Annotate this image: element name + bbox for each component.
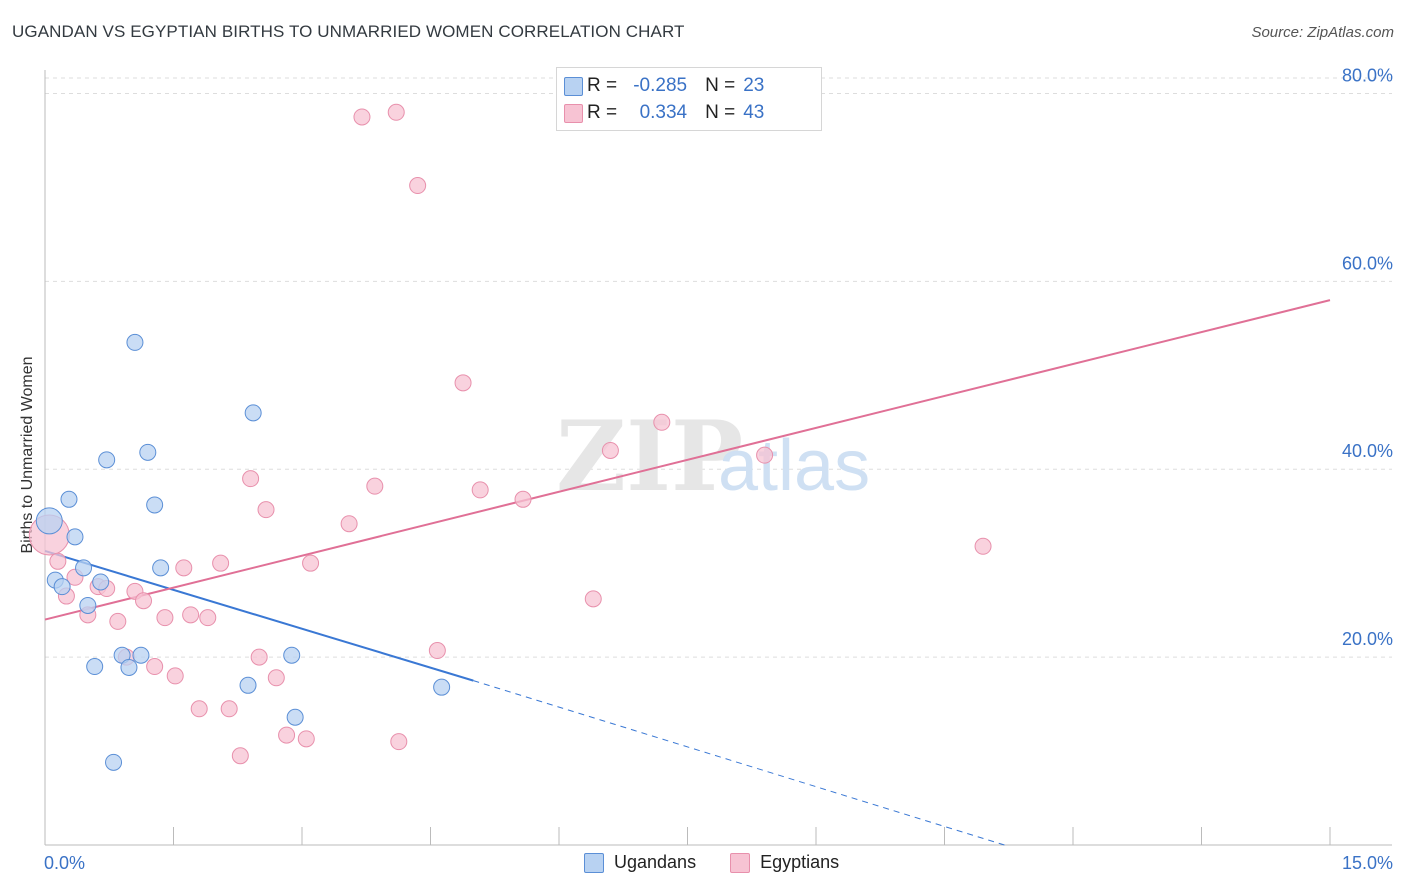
n-label: N =	[705, 102, 736, 123]
legend-item-egyptians[interactable]: Egyptians	[730, 852, 839, 873]
egyptians-swatch	[564, 104, 583, 123]
ugandans-point	[132, 646, 150, 664]
egyptians-point	[190, 700, 208, 718]
egyptians-point	[584, 590, 602, 608]
egyptians-legend-swatch	[730, 852, 751, 873]
axes	[44, 70, 1392, 846]
egyptians-point	[653, 413, 671, 431]
egyptians-point	[514, 490, 532, 508]
y-tick-label: 60.0%	[1342, 253, 1393, 273]
trend-lines	[44, 299, 1331, 846]
legend-item-ugandans[interactable]: Ugandans	[584, 852, 696, 873]
egyptians-point	[428, 642, 446, 660]
ugandans-point	[66, 528, 84, 546]
egyptians-point	[454, 374, 472, 392]
ugandans-point	[126, 333, 144, 351]
ugandans-point	[120, 658, 138, 676]
watermark-atlas: atlas	[718, 426, 870, 506]
egyptians-point	[156, 609, 174, 627]
x-tick-label-max: 15.0%	[1342, 853, 1393, 873]
ugandans-point	[79, 596, 97, 614]
egyptians-point	[146, 658, 164, 676]
egyptians-trend-line	[44, 299, 1331, 621]
n-label: N =	[705, 75, 736, 96]
egyptians-point	[242, 470, 260, 488]
r-label: R =	[587, 75, 618, 96]
ugandans-point	[146, 496, 164, 514]
egyptians-point	[390, 733, 408, 751]
egyptians-point	[166, 667, 184, 685]
ugandans-point	[139, 443, 157, 461]
egyptians-point	[267, 669, 285, 687]
ugandans-point	[60, 490, 78, 508]
egyptians-point	[109, 612, 127, 630]
egyptians-point	[212, 554, 230, 572]
chart-title: UGANDAN VS EGYPTIAN BIRTHS TO UNMARRIED …	[12, 22, 685, 41]
ugandans-trend-extension	[473, 680, 1005, 846]
ugandans-point	[239, 676, 257, 694]
ugandans-point	[433, 678, 451, 696]
ugandans-n-value: 23	[743, 75, 765, 96]
egyptians-point	[199, 609, 217, 627]
ugandans-point	[152, 559, 170, 577]
egyptians-point	[756, 446, 774, 464]
ugandans-legend-label: Ugandans	[614, 852, 697, 872]
watermark: ZIP atlas	[556, 400, 870, 513]
ugandans-point	[86, 658, 104, 676]
egyptians-point	[278, 726, 296, 744]
ugandans-point	[286, 708, 304, 726]
egyptians-point	[250, 648, 268, 666]
egyptians-point	[175, 559, 193, 577]
legend-row-egyptians: R = 0.334 N = 43	[564, 101, 765, 125]
ugandans-point	[35, 507, 63, 535]
egyptians-point	[182, 606, 200, 624]
ugandans-point	[98, 451, 116, 469]
ugandans-r-value: -0.285	[633, 75, 688, 96]
ugandans-point	[53, 578, 71, 596]
ugandans-legend-swatch	[584, 852, 604, 873]
egyptians-point	[49, 552, 67, 570]
legend-row-ugandans: R = -0.285 N = 23	[564, 74, 765, 98]
ugandans-point	[105, 753, 123, 771]
egyptians-point	[366, 477, 384, 495]
egyptians-point	[297, 730, 315, 748]
ugandans-point	[283, 646, 301, 664]
egyptians-point	[409, 177, 427, 195]
egyptians-point	[135, 592, 153, 610]
y-tick-label: 40.0%	[1342, 441, 1393, 461]
ugandans-point	[75, 559, 93, 577]
egyptians-point	[471, 481, 489, 499]
ugandans-point	[92, 573, 110, 591]
egyptians-point	[387, 103, 405, 121]
r-label: R =	[587, 102, 618, 123]
series-legend: Ugandans Egyptians	[584, 852, 873, 873]
tick-labels: 20.0% 40.0% 60.0% 80.0% 0.0% 15.0%	[44, 65, 1393, 873]
egyptians-point	[974, 537, 992, 555]
ugandans-point	[244, 404, 262, 422]
egyptians-point	[231, 747, 249, 765]
egyptians-point	[601, 441, 619, 459]
x-tick-label-min: 0.0%	[44, 853, 85, 873]
egyptians-point	[353, 108, 371, 126]
correlation-legend: R = -0.285 N = 23 R = 0.334 N = 43	[556, 67, 822, 131]
ugandans-swatch	[564, 77, 583, 96]
data-points	[28, 103, 992, 771]
source-label: Source: ZipAtlas.com	[1251, 24, 1394, 41]
egyptians-legend-label: Egyptians	[760, 852, 840, 872]
egyptians-point	[220, 700, 238, 718]
egyptians-point	[302, 554, 320, 572]
ugandans-trend-line	[44, 550, 474, 682]
egyptians-r-value: 0.334	[639, 102, 688, 123]
y-tick-label: 80.0%	[1342, 65, 1393, 85]
egyptians-point	[257, 501, 275, 519]
y-tick-label: 20.0%	[1342, 629, 1393, 649]
watermark-zip: ZIP	[556, 400, 743, 513]
egyptians-n-value: 43	[743, 102, 765, 123]
egyptians-point	[340, 515, 358, 533]
